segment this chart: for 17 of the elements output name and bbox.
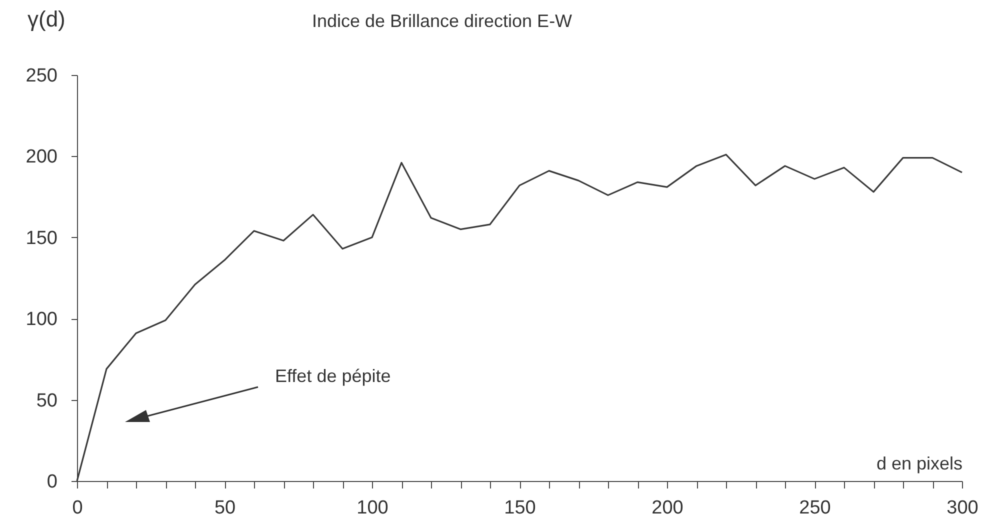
- y-tick-label: 150: [26, 228, 58, 249]
- y-tick-label: 250: [26, 66, 58, 86]
- x-tick-label: 200: [652, 498, 684, 518]
- x-tick-label: 150: [504, 498, 536, 518]
- annotation: Effet de pépite: [275, 366, 391, 386]
- x-tick-label: 250: [799, 498, 831, 518]
- x-tick-label: 100: [356, 498, 388, 518]
- x-axis-title: d en pixels: [876, 454, 962, 474]
- x-tick-label: 0: [72, 498, 83, 518]
- x-tick-label: 300: [946, 498, 978, 518]
- y-tick-label: 0: [46, 472, 58, 492]
- chart-title: Indice de Brillance direction E-W: [312, 11, 572, 31]
- y-tick-label: 100: [26, 309, 58, 330]
- y-tick-label: 200: [26, 146, 58, 168]
- y-axis-title: γ(d): [28, 6, 66, 32]
- x-tick-label: 50: [214, 498, 236, 518]
- y-tick-label: 50: [36, 390, 58, 412]
